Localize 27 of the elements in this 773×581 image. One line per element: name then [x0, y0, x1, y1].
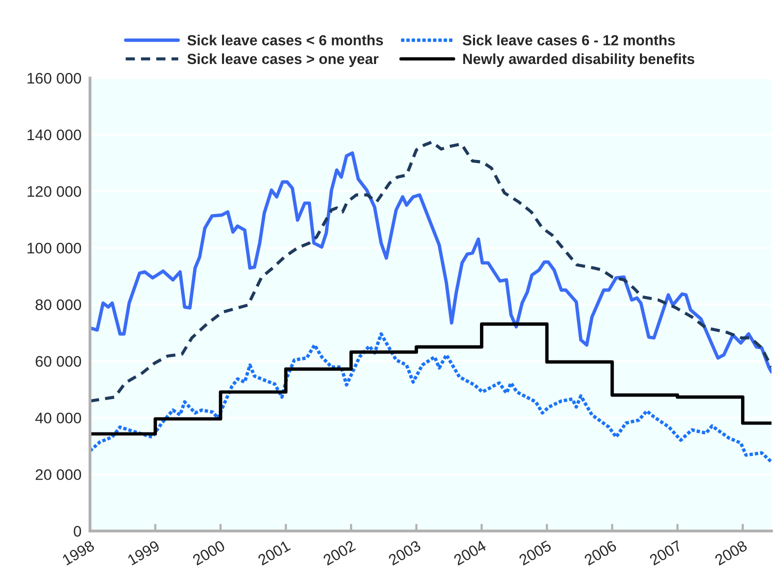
- x-tick-label: 2002: [322, 540, 356, 566]
- y-tick-label: 40 000: [35, 412, 82, 424]
- x-tick-label: 2008: [714, 540, 748, 566]
- y-tick-label: 0: [74, 526, 82, 537]
- x-tick-label: 2007: [648, 540, 682, 566]
- x-tick-label: 1998: [62, 540, 96, 566]
- line-series: [90, 140, 772, 403]
- x-tick-label: 2001: [257, 540, 291, 566]
- x-tick-label: 2005: [518, 540, 552, 566]
- y-tick-label: 140 000: [28, 129, 82, 140]
- x-tick-label: 2004: [453, 540, 487, 566]
- y-tick-label: 160 000: [28, 72, 82, 84]
- legend-label: Newly awarded disability benefits: [463, 53, 694, 67]
- x-tick-label: 2000: [192, 540, 226, 566]
- line-series: [90, 151, 772, 374]
- legend-label: Sick leave cases < 6 months: [187, 34, 383, 46]
- line-series: [90, 332, 772, 464]
- x-tick-label: 2003: [388, 540, 422, 566]
- x-tick-label: 1999: [127, 540, 160, 566]
- y-tick-label: 80 000: [36, 299, 82, 310]
- y-tick-label: 120 000: [28, 186, 82, 197]
- x-tick-label: 2006: [584, 540, 618, 566]
- y-tick-label: 60 000: [36, 356, 82, 367]
- legend-label: Sick leave cases 6 - 12 months: [462, 34, 675, 46]
- legend-label: Sick leave cases > one year: [187, 53, 378, 67]
- y-tick-label: 100 000: [28, 242, 82, 254]
- y-tick-label: 20 000: [36, 469, 82, 480]
